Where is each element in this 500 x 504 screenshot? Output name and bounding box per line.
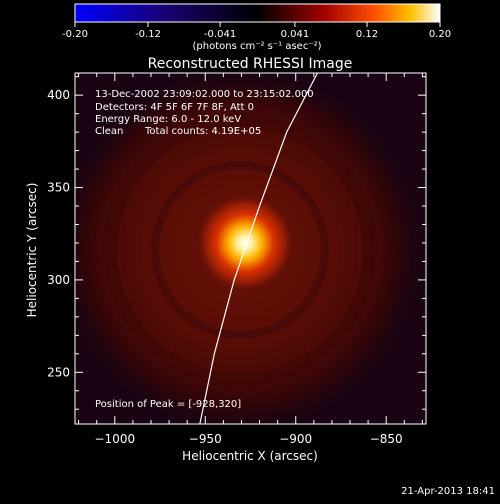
annotation-time-range: 13-Dec-2002 23:09:02.000 to 23:15:02.000 [95,89,314,100]
y-axis-label: Heliocentric Y (arcsec) [25,183,39,318]
annotation-peak: Position of Peak = [-928,320] [95,399,241,410]
x-axis-ticks: −1000 −950 −900 −850 [78,73,423,446]
colorbar-tick-label: 0.20 [429,29,451,40]
y-tick-label: 300 [47,273,70,287]
colorbar-tick-label: -0.12 [135,29,161,40]
heatmap-image [75,73,426,424]
colorbar-tick-label: 0.041 [281,29,310,40]
annotation-energy: Energy Range: 6.0 - 12.0 keV [95,114,241,125]
y-tick-label: 250 [47,365,70,379]
colorbar-tick-label: -0.041 [204,29,236,40]
x-tick-label: −1000 [95,432,136,446]
colorbar [74,3,441,23]
colorbar-tick-label: 0.12 [356,29,378,40]
x-axis-label: Heliocentric X (arcsec) [182,449,318,463]
colorbar-unit-label: (photons cm⁻² s⁻¹ asec⁻²) [192,41,321,52]
y-tick-label: 400 [47,88,70,102]
plot-frame [74,72,427,425]
annotation-counts: Total counts: 4.19E+05 [144,126,261,137]
y-tick-label: 350 [47,181,70,195]
annotation-clean: Clean [95,126,123,137]
x-tick-label: −900 [279,432,312,446]
x-tick-label: −850 [370,432,403,446]
footer-timestamp: 21-Apr-2013 18:41 [401,486,495,497]
colorbar-tick-label: -0.20 [62,29,88,40]
solar-limb-curve [199,73,318,424]
annotation-detectors: Detectors: 4F 5F 6F 7F 8F, Att 0 [95,102,254,113]
chart-title: Reconstructed RHESSI Image [148,56,353,72]
flare-source [197,194,294,291]
x-tick-label: −950 [189,432,222,446]
y-axis-ticks: 250 300 350 400 [47,76,426,410]
colorbar-ticks: -0.20 -0.12 -0.041 0.041 0.12 0.20 [62,22,451,40]
